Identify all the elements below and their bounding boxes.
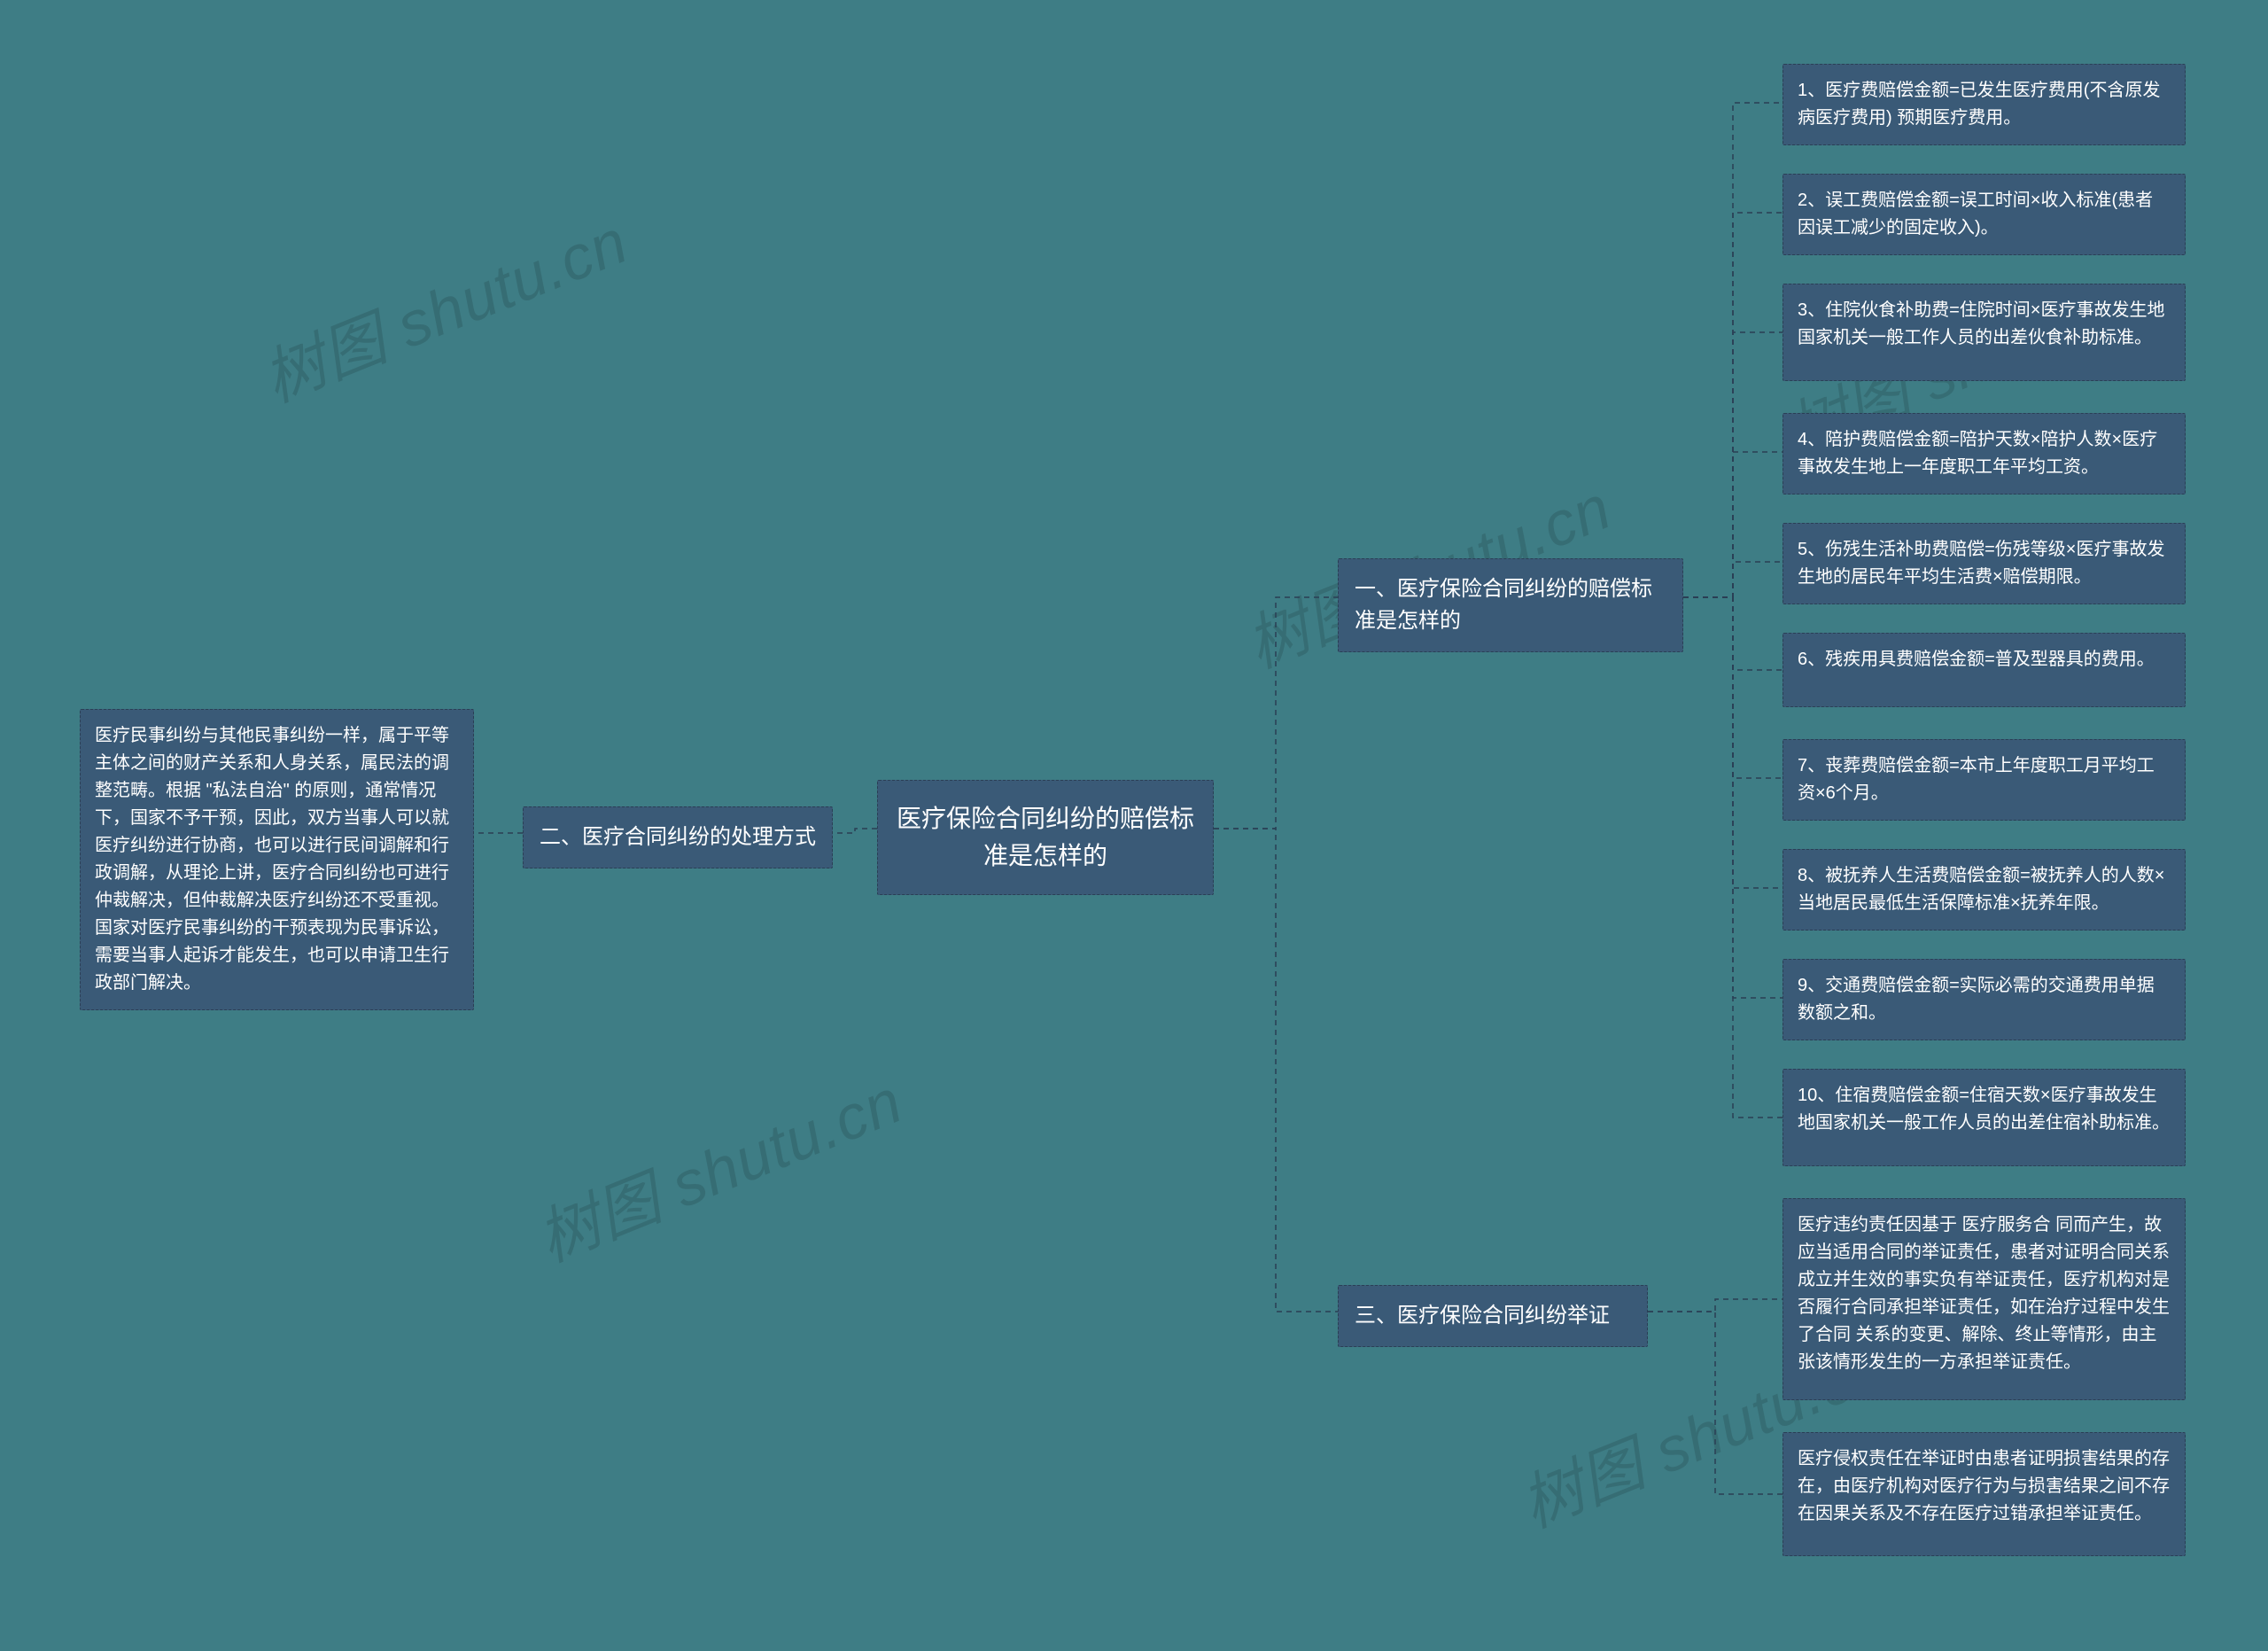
- leaf-item-2: 2、误工费赔偿金额=误工时间×收入标准(患者因误工减少的固定收入)。: [1783, 174, 2186, 255]
- watermark: 树图 shutu.cn: [248, 192, 639, 420]
- leaf-section-3-a: 医疗违约责任因基于 医疗服务合 同而产生，故应当适用合同的举证责任，患者对证明合…: [1783, 1198, 2186, 1400]
- leaf-section-2-detail: 医疗民事纠纷与其他民事纠纷一样，属于平等主体之间的财产关系和人身关系，属民法的调…: [80, 709, 474, 1010]
- leaf-item-8: 8、被抚养人生活费赔偿金额=被抚养人的人数×当地居民最低生活保障标准×抚养年限。: [1783, 849, 2186, 931]
- leaf-item-6: 6、残疾用具费赔偿金额=普及型器具的费用。: [1783, 633, 2186, 707]
- branch-section-1: 一、医疗保险合同纠纷的赔偿标准是怎样的: [1338, 558, 1683, 652]
- watermark: 树图 shutu.cn: [523, 1052, 913, 1280]
- leaf-item-5: 5、伤残生活补助费赔偿=伤残等级×医疗事故发生地的居民年平均生活费×赔偿期限。: [1783, 523, 2186, 604]
- leaf-item-1: 1、医疗费赔偿金额=已发生医疗费用(不含原发病医疗费用) 预期医疗费用。: [1783, 64, 2186, 145]
- leaf-item-4: 4、陪护费赔偿金额=陪护天数×陪护人数×医疗事故发生地上一年度职工年平均工资。: [1783, 413, 2186, 495]
- branch-section-2: 二、医疗合同纠纷的处理方式: [523, 806, 833, 868]
- leaf-section-3-b: 医疗侵权责任在举证时由患者证明损害结果的存在，由医疗机构对医疗行为与损害结果之间…: [1783, 1432, 2186, 1556]
- root-node: 医疗保险合同纠纷的赔偿标准是怎样的: [877, 780, 1214, 895]
- leaf-item-9: 9、交通费赔偿金额=实际必需的交通费用单据数额之和。: [1783, 959, 2186, 1040]
- branch-section-3: 三、医疗保险合同纠纷举证: [1338, 1285, 1648, 1347]
- leaf-item-3: 3、住院伙食补助费=住院时间×医疗事故发生地国家机关一般工作人员的出差伙食补助标…: [1783, 284, 2186, 381]
- leaf-item-7: 7、丧葬费赔偿金额=本市上年度职工月平均工资×6个月。: [1783, 739, 2186, 821]
- leaf-item-10: 10、住宿费赔偿金额=住宿天数×医疗事故发生地国家机关一般工作人员的出差住宿补助…: [1783, 1069, 2186, 1166]
